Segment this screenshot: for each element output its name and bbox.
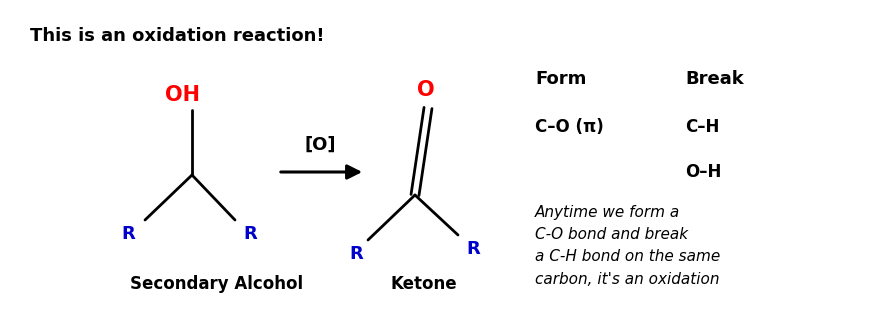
Text: Secondary Alcohol: Secondary Alcohol (130, 275, 303, 293)
Text: R: R (466, 240, 480, 258)
Text: C–H: C–H (685, 118, 719, 136)
Text: This is an oxidation reaction!: This is an oxidation reaction! (30, 27, 324, 45)
Text: O–H: O–H (685, 163, 721, 181)
Text: Anytime we form a
C-O bond and break
a C-H bond on the same
carbon, it's an oxid: Anytime we form a C-O bond and break a C… (535, 205, 720, 287)
Text: Ketone: Ketone (390, 275, 456, 293)
Text: C–O (π): C–O (π) (535, 118, 604, 136)
Text: O: O (417, 80, 434, 100)
Text: R: R (350, 245, 363, 263)
Text: Form: Form (535, 70, 586, 88)
Text: [O]: [O] (304, 136, 336, 154)
Text: R: R (121, 225, 135, 243)
Text: R: R (243, 225, 257, 243)
Text: OH: OH (165, 85, 200, 105)
Text: Break: Break (685, 70, 744, 88)
